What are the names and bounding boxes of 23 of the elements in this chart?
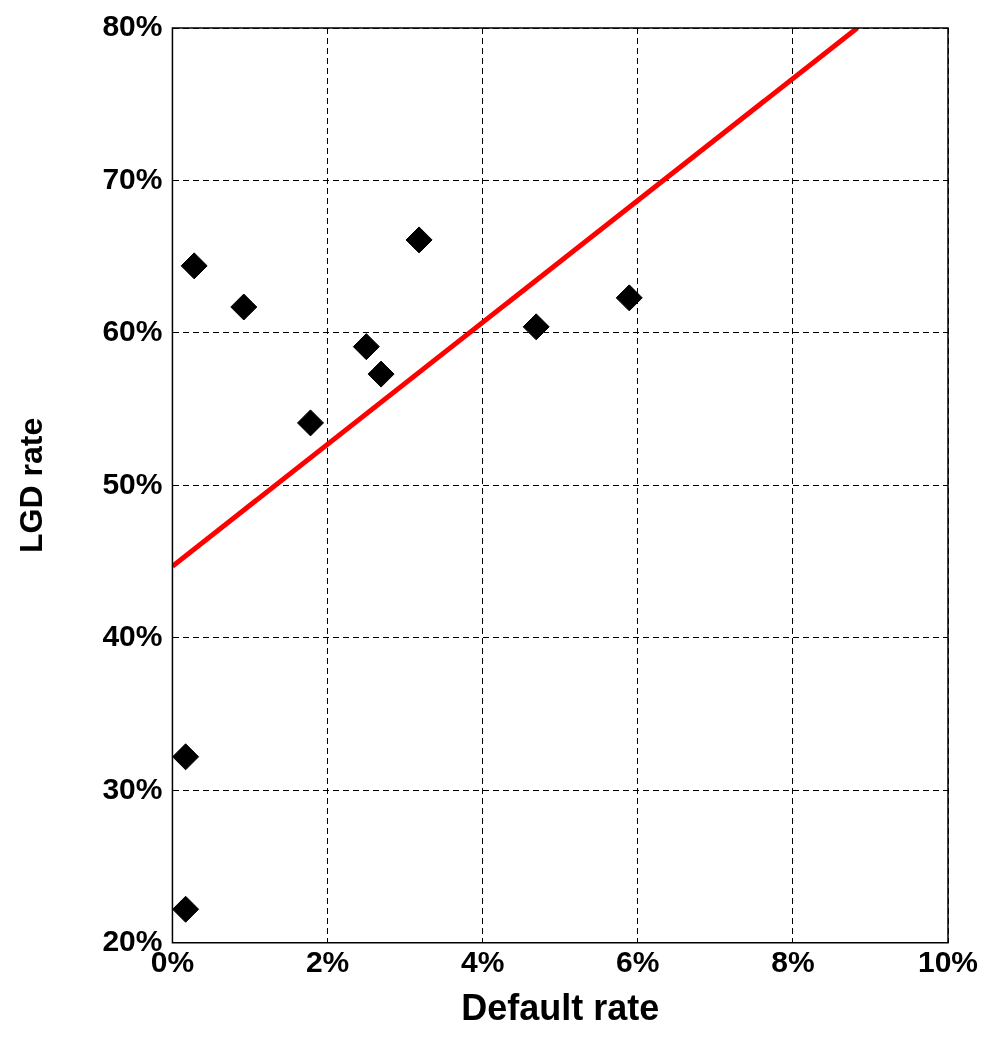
point	[522, 313, 550, 341]
point	[172, 743, 200, 771]
point	[172, 895, 200, 923]
x-tick-label: 8%	[771, 945, 815, 979]
y-tick-label: 60%	[102, 314, 163, 348]
x-tick-label: 4%	[460, 945, 505, 979]
y-tick-label: 40%	[102, 619, 163, 653]
x-axis-title: Default rate	[461, 987, 660, 1029]
y-tick-label: 50%	[102, 466, 163, 500]
y-tick-label: 30%	[102, 771, 163, 805]
point	[615, 284, 643, 312]
y-tick-label: 80%	[102, 9, 163, 43]
point	[296, 409, 324, 437]
x-tick-label: 6%	[616, 945, 660, 979]
point	[352, 333, 380, 361]
x-tick-label: 10%	[917, 945, 979, 979]
point	[230, 293, 258, 321]
x-tick-label: 2%	[305, 945, 350, 979]
point	[367, 360, 395, 388]
y-tick-label: 70%	[102, 161, 163, 195]
point	[180, 252, 208, 280]
y-axis-title: LGD rate	[13, 417, 50, 553]
point	[405, 226, 433, 254]
